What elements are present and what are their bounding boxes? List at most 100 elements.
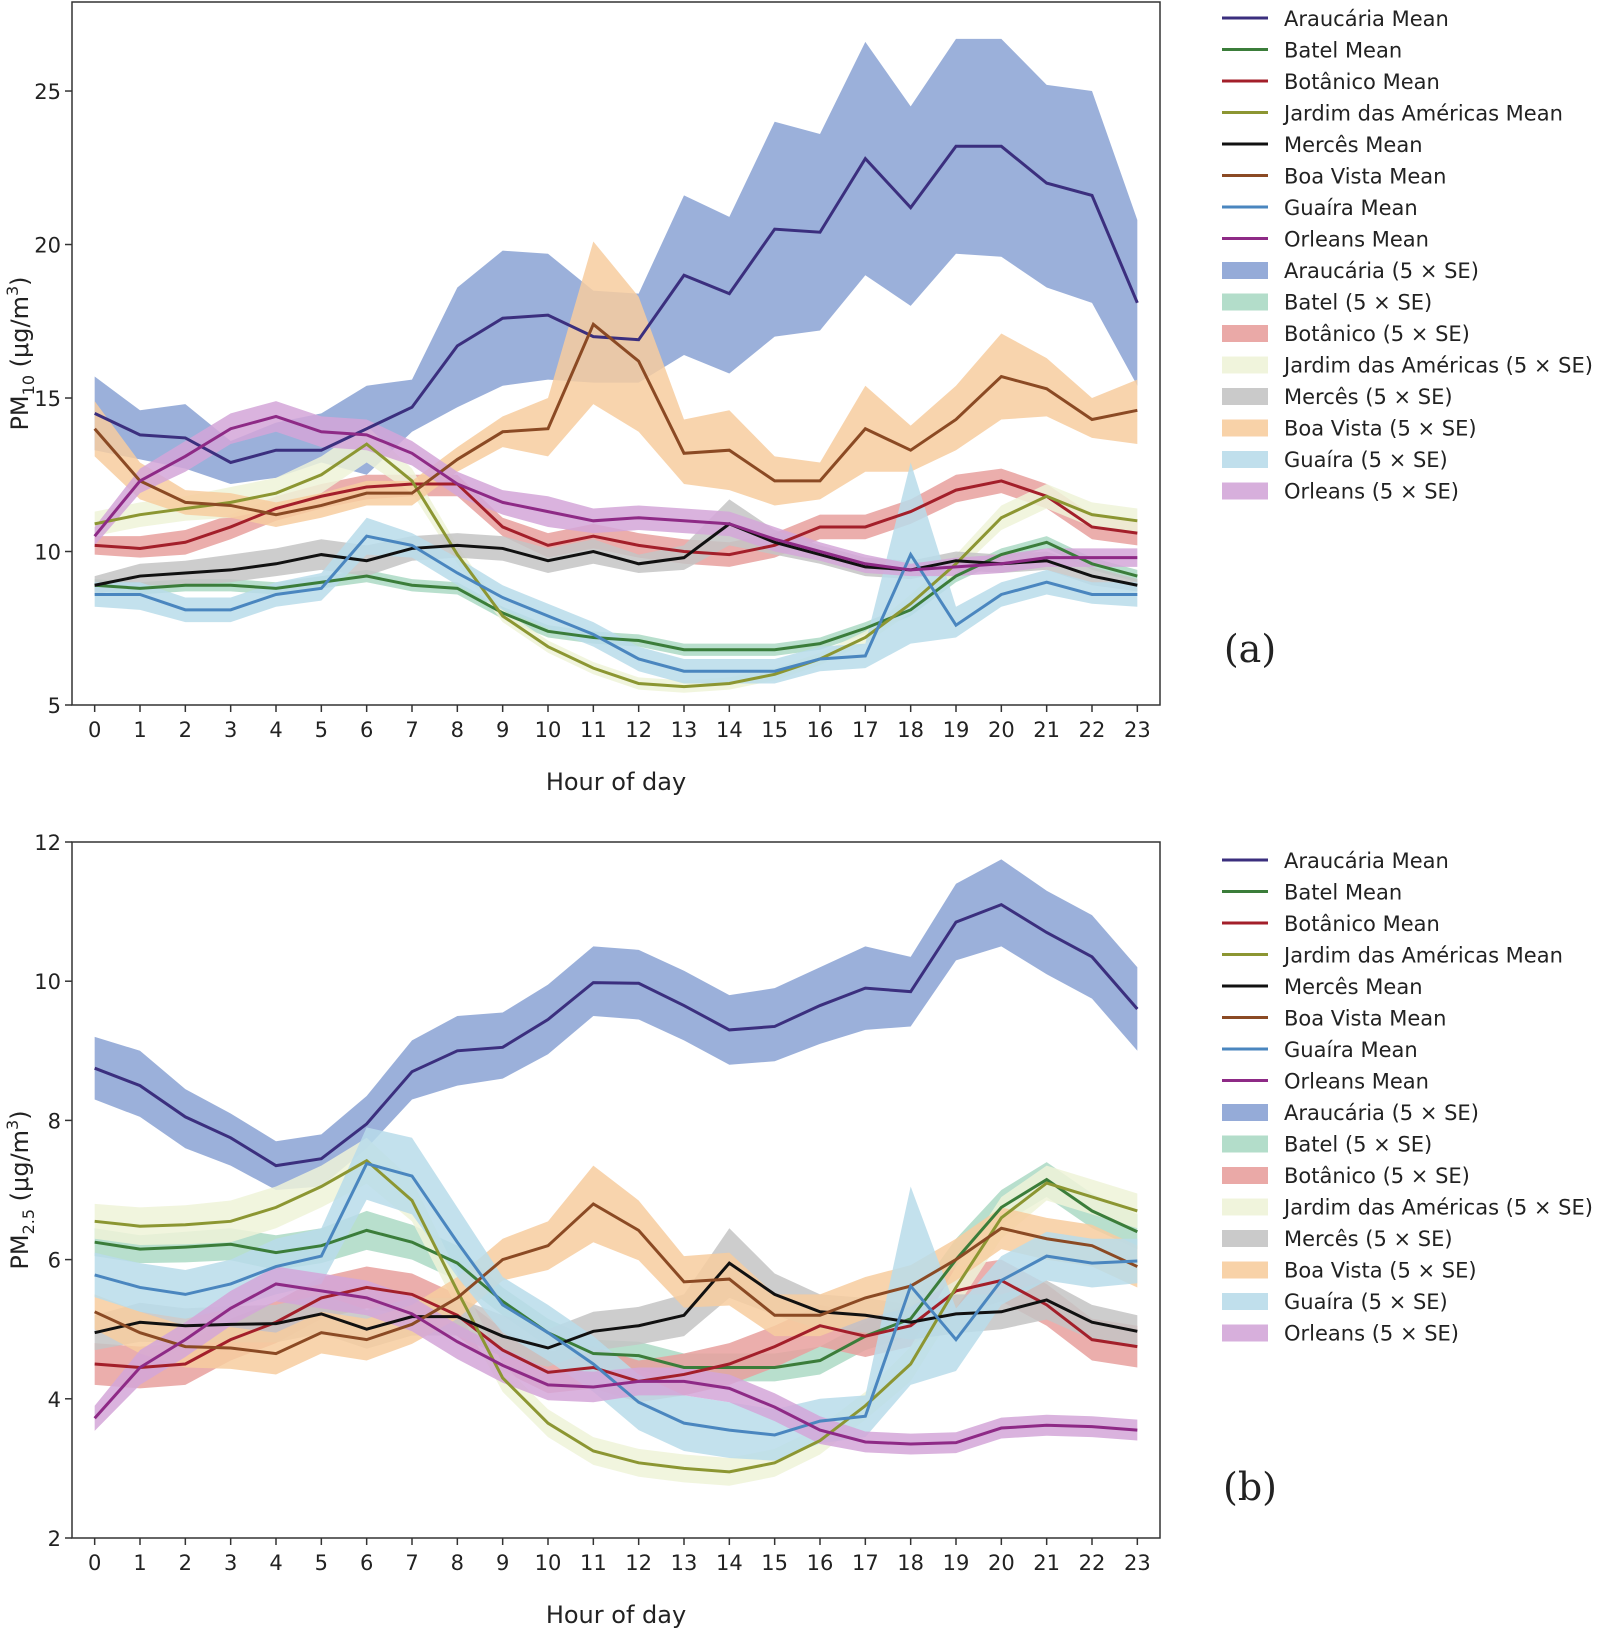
legend-label: Orleans Mean xyxy=(1284,1070,1429,1094)
x-tick-label: 0 xyxy=(88,1551,101,1575)
legend-label: Boa Vista (5 × SE) xyxy=(1284,417,1477,441)
x-tick-label: 0 xyxy=(88,718,101,742)
x-tick-label: 2 xyxy=(179,718,192,742)
x-tick-label: 13 xyxy=(671,1551,698,1575)
legend-patch-swatch xyxy=(1222,419,1268,437)
legend-label: Jardim das Américas Mean xyxy=(1282,102,1563,126)
legend: Araucária Mean Batel Mean Botânico Mean Jar… xyxy=(1222,849,1593,1346)
legend-label: Jardim das Américas Mean xyxy=(1282,944,1563,968)
band-boa-vista xyxy=(94,241,1138,527)
legend-label: Guaíra Mean xyxy=(1284,1038,1418,1062)
y-tick-label: 15 xyxy=(34,387,61,411)
y-tick-label: 10 xyxy=(34,970,61,994)
legend-item-band: Araucária (5 × SE) xyxy=(1222,1101,1479,1125)
x-tick-label: 19 xyxy=(943,718,970,742)
plot-area xyxy=(93,859,1139,1486)
legend-item-mean: Araucária Mean xyxy=(1222,849,1449,873)
x-tick-label: 13 xyxy=(671,718,698,742)
x-tick-label: 6 xyxy=(360,718,373,742)
mean-line-batel xyxy=(94,540,1138,652)
x-tick-label: 11 xyxy=(580,1551,607,1575)
x-tick-label: 5 xyxy=(315,718,328,742)
legend-label: Batel Mean xyxy=(1284,881,1402,905)
mean-line-gua-ra xyxy=(94,534,1138,673)
legend-label: Mercês (5 × SE) xyxy=(1284,385,1453,409)
legend-item-band: Boa Vista (5 × SE) xyxy=(1222,1259,1477,1283)
x-tick-label: 18 xyxy=(897,718,924,742)
legend-label: Batel (5 × SE) xyxy=(1284,1133,1432,1157)
legend-patch-swatch xyxy=(1222,1324,1268,1342)
legend-item-band: Mercês (5 × SE) xyxy=(1222,385,1453,409)
legend-patch-swatch xyxy=(1222,388,1268,405)
y-tick-label: 6 xyxy=(48,1249,61,1273)
mean-line-bot-nico xyxy=(94,479,1138,557)
y-tick-label: 25 xyxy=(34,80,61,104)
x-tick-label: 3 xyxy=(224,1551,237,1575)
legend-patch-swatch xyxy=(1222,1135,1268,1153)
x-tick-label: 10 xyxy=(535,718,562,742)
legend-item-mean: Guaíra Mean xyxy=(1222,1038,1418,1062)
legend-item-band: Araucária (5 × SE) xyxy=(1222,259,1479,283)
y-tick-label: 10 xyxy=(34,541,61,565)
legend-item-band: Jardim das Américas (5 × SE) xyxy=(1222,354,1593,378)
legend-label: Jardim das Américas (5 × SE) xyxy=(1282,1196,1593,1220)
legend-item-mean: Botânico Mean xyxy=(1222,70,1440,94)
legend-item-mean: Mercês Mean xyxy=(1222,133,1423,157)
legend-label: Orleans (5 × SE) xyxy=(1284,480,1459,504)
legend-patch-swatch xyxy=(1222,356,1268,374)
y-axis-label-sub: 2.5 xyxy=(19,1209,38,1234)
legend-item-band: Batel (5 × SE) xyxy=(1222,291,1432,315)
band-orleans xyxy=(94,1266,1138,1455)
x-tick-label: 3 xyxy=(224,718,237,742)
mean-line-jardim-das-am-ricas xyxy=(94,442,1138,689)
x-tick-label: 10 xyxy=(535,1551,562,1575)
legend-label: Mercês (5 × SE) xyxy=(1284,1227,1453,1251)
legend-patch-swatch xyxy=(1222,1167,1268,1184)
legend-item-mean: Botânico Mean xyxy=(1222,912,1440,936)
x-tick-label: 14 xyxy=(716,718,743,742)
legend-patch-swatch xyxy=(1222,1230,1268,1247)
legend-item-mean: Boa Vista Mean xyxy=(1222,1007,1446,1031)
mean-line-batel xyxy=(94,1177,1138,1369)
x-tick-label: 8 xyxy=(451,718,464,742)
mean-line-arauc-ria xyxy=(94,144,1139,465)
axes-frame xyxy=(71,1,1161,706)
legend-item-mean: Jardim das Américas Mean xyxy=(1222,102,1563,126)
y-tick-label: 4 xyxy=(48,1388,61,1412)
legend-patch-swatch xyxy=(1222,1261,1268,1279)
y-axis-label-close: ) xyxy=(6,1110,34,1119)
mean-line-boa-vista xyxy=(93,321,1138,517)
legend-label: Jardim das Américas (5 × SE) xyxy=(1282,354,1593,378)
x-tick-label: 15 xyxy=(761,1551,788,1575)
y-axis-label: PM2.5 (μg/m3) xyxy=(3,1110,38,1269)
x-tick-label: 15 xyxy=(761,718,788,742)
mean-line-jardim-das-am-ricas xyxy=(94,1158,1138,1474)
x-tick-label: 7 xyxy=(405,718,418,742)
legend-label: Orleans (5 × SE) xyxy=(1284,1322,1459,1346)
mean-line-merc-s xyxy=(94,1261,1138,1350)
x-tick-label: 20 xyxy=(988,718,1015,742)
legend-patch-swatch xyxy=(1222,1293,1268,1310)
legend-item-mean: Guaíra Mean xyxy=(1222,196,1418,220)
y-axis-label-sup: 3 xyxy=(3,286,22,296)
legend-item-band: Orleans (5 × SE) xyxy=(1222,480,1459,504)
legend-item-band: Guaíra (5 × SE) xyxy=(1222,448,1448,472)
x-tick-label: 22 xyxy=(1079,718,1106,742)
y-tick-label: 5 xyxy=(48,694,61,718)
legend-label: Botânico Mean xyxy=(1284,912,1440,936)
legend-item-band: Botânico (5 × SE) xyxy=(1222,1164,1470,1188)
y-axis-label-main: PM xyxy=(6,395,34,430)
band-arauc-ria xyxy=(94,859,1138,1190)
y-axis-label-unit: (μg/m xyxy=(6,296,34,367)
x-tick-label: 22 xyxy=(1079,1551,1106,1575)
legend-label: Botânico (5 × SE) xyxy=(1284,322,1470,346)
x-tick-label: 7 xyxy=(405,1551,418,1575)
legend-item-mean: Batel Mean xyxy=(1222,39,1402,63)
x-tick-label: 1 xyxy=(133,1551,146,1575)
x-tick-label: 17 xyxy=(852,718,879,742)
y-axis-label-main: PM xyxy=(6,1234,34,1269)
mean-line-orleans xyxy=(93,414,1138,572)
mean-line-boa-vista xyxy=(94,1202,1138,1356)
